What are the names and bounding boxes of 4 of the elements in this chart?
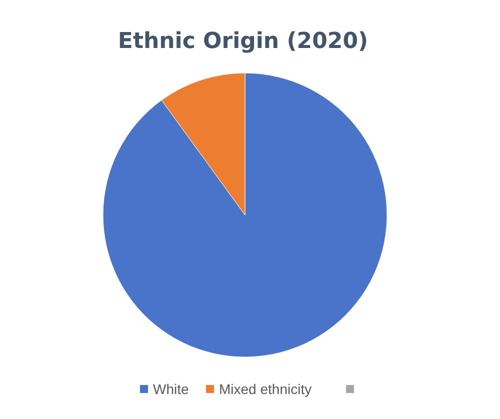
pie-slice xyxy=(102,72,388,358)
chart-title: Ethnic Origin (2020) xyxy=(118,29,368,54)
legend-label: Mixed ethnicity xyxy=(219,381,312,397)
legend-label: White xyxy=(153,381,189,397)
